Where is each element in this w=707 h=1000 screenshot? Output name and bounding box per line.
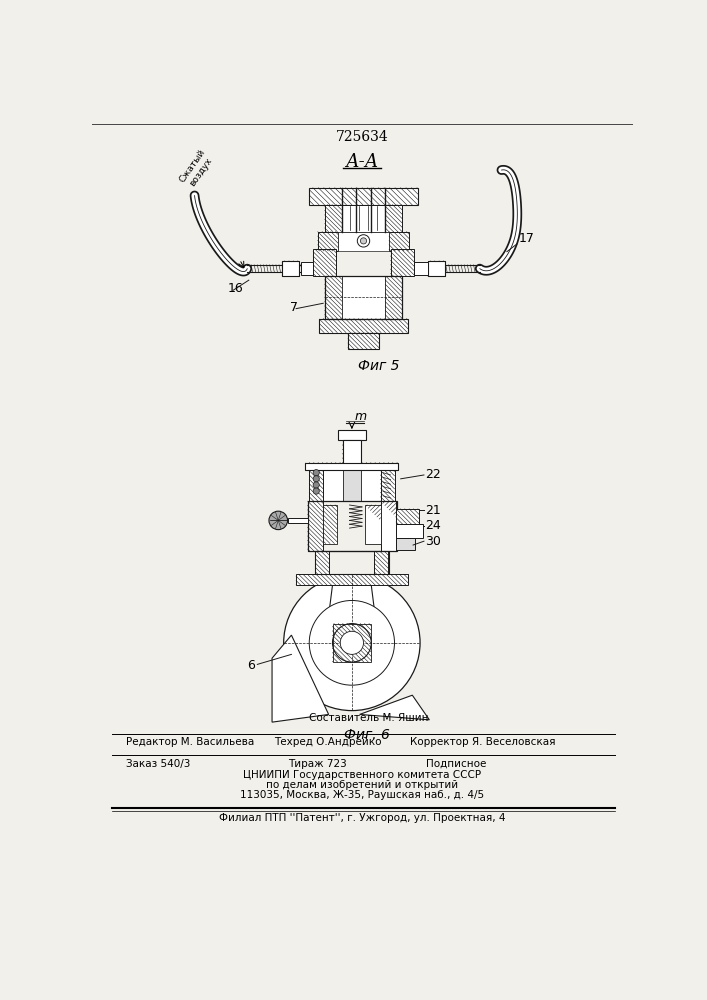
Text: 21: 21 <box>426 504 441 517</box>
Bar <box>325 276 402 319</box>
Bar <box>308 501 323 551</box>
Bar <box>343 440 361 469</box>
Polygon shape <box>329 585 375 616</box>
Text: 17: 17 <box>518 232 534 245</box>
Circle shape <box>357 235 370 247</box>
Text: Филиал ПТП ''Патент'', г. Ужгород, ул. Проектная, 4: Филиал ПТП ''Патент'', г. Ужгород, ул. П… <box>218 813 506 823</box>
Bar <box>332 624 371 662</box>
Bar <box>389 232 409 251</box>
Bar <box>341 276 385 319</box>
Text: Заказ 540/3: Заказ 540/3 <box>126 759 190 769</box>
Bar <box>300 262 313 275</box>
Text: 16: 16 <box>228 282 244 295</box>
Text: Корректор Я. Веселовская: Корректор Я. Веселовская <box>410 737 556 747</box>
Text: А-А: А-А <box>345 153 379 171</box>
Text: 6: 6 <box>247 659 255 672</box>
Bar <box>396 509 419 524</box>
Bar <box>305 463 398 470</box>
Bar <box>320 319 409 333</box>
Circle shape <box>313 476 320 482</box>
Bar <box>323 469 380 501</box>
Bar <box>317 232 338 251</box>
Bar <box>288 518 308 523</box>
Text: Составитель М. Яшин: Составитель М. Яшин <box>309 713 428 723</box>
Bar <box>296 574 409 585</box>
Bar <box>414 262 428 275</box>
Text: по делам изобретений и открытий: по делам изобретений и открытий <box>266 780 458 790</box>
Bar <box>325 205 341 232</box>
Text: Подписное: Подписное <box>426 759 486 769</box>
Bar <box>309 469 323 501</box>
Bar <box>315 551 329 574</box>
Text: Фиг. 6: Фиг. 6 <box>344 728 390 742</box>
Circle shape <box>269 511 288 530</box>
Text: Техред О.Андрейко: Техред О.Андрейко <box>274 737 382 747</box>
Bar <box>396 524 423 538</box>
Polygon shape <box>360 695 429 720</box>
Bar <box>315 551 389 574</box>
Text: Фиг 5: Фиг 5 <box>358 359 399 373</box>
Text: ЦНИИПИ Государственного комитета СССР: ЦНИИПИ Государственного комитета СССР <box>243 770 481 780</box>
Circle shape <box>313 482 320 488</box>
Circle shape <box>284 575 420 711</box>
Bar <box>313 249 337 276</box>
Text: Редактор М. Васильева: Редактор М. Васильева <box>126 737 254 747</box>
Text: 24: 24 <box>426 519 441 532</box>
Text: 30: 30 <box>426 535 441 548</box>
Circle shape <box>313 470 320 476</box>
Bar <box>391 249 414 276</box>
Bar <box>338 430 366 440</box>
Bar <box>385 205 402 232</box>
Polygon shape <box>272 635 329 722</box>
Circle shape <box>313 488 320 494</box>
Bar <box>428 261 445 276</box>
Circle shape <box>361 238 367 244</box>
Bar <box>338 232 389 251</box>
Bar <box>305 463 398 470</box>
Bar <box>348 333 379 349</box>
Text: 22: 22 <box>426 468 441 481</box>
Bar <box>282 261 299 276</box>
Bar <box>343 440 361 469</box>
Bar <box>365 505 380 544</box>
Circle shape <box>340 631 363 654</box>
Bar <box>325 276 341 319</box>
Text: 113035, Москва, Ж-35, Раушская наб., д. 4/5: 113035, Москва, Ж-35, Раушская наб., д. … <box>240 790 484 800</box>
Circle shape <box>309 600 395 685</box>
Bar <box>428 261 445 276</box>
Bar <box>396 538 416 550</box>
Text: Сжатый
воздух: Сжатый воздух <box>178 148 216 190</box>
Bar <box>380 501 396 551</box>
Bar <box>380 469 395 501</box>
Bar <box>343 469 361 501</box>
Text: 725634: 725634 <box>336 130 388 144</box>
Bar <box>341 205 385 232</box>
Text: Тираж 723: Тираж 723 <box>288 759 347 769</box>
Text: m: m <box>354 410 366 423</box>
Bar <box>308 501 397 551</box>
Bar <box>282 261 299 276</box>
Bar <box>323 505 337 544</box>
Bar <box>309 188 418 205</box>
Bar <box>374 551 388 574</box>
Text: 7: 7 <box>290 301 298 314</box>
Bar <box>385 276 402 319</box>
